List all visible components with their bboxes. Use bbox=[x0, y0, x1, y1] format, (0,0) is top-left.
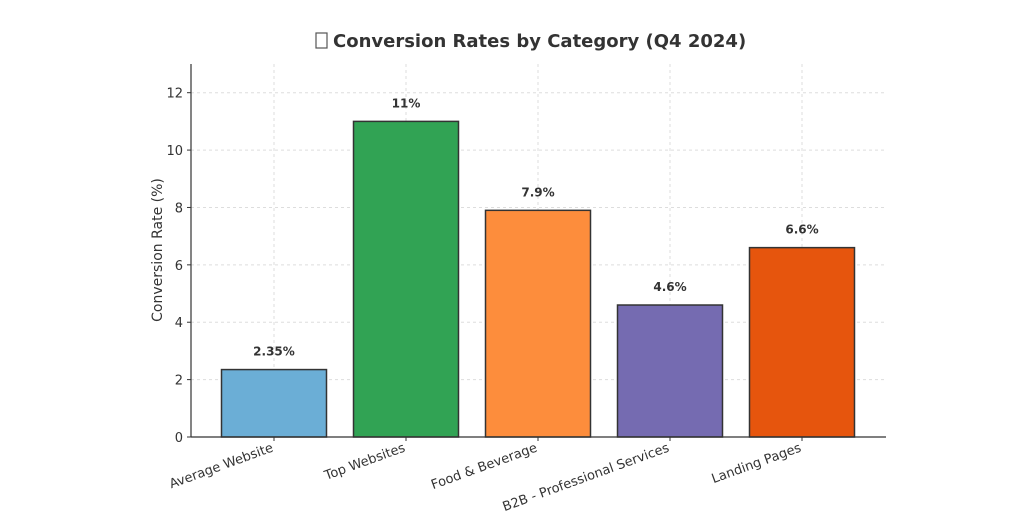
x-tick-label: Food & Beverage bbox=[429, 441, 539, 493]
y-tick-label: 2 bbox=[175, 374, 183, 389]
bar bbox=[748, 246, 856, 438]
x-tick-label: Landing Pages bbox=[710, 441, 804, 487]
bar-data-label: 11% bbox=[392, 96, 421, 110]
x-tick-label: Average Website bbox=[167, 441, 275, 492]
y-tick-label: 4 bbox=[175, 316, 183, 331]
y-tick-label: 0 bbox=[175, 431, 183, 446]
x-tick-label: Top Websites bbox=[322, 441, 408, 484]
bar bbox=[352, 120, 460, 438]
y-tick-label: 10 bbox=[166, 144, 183, 159]
y-tick-label: 6 bbox=[175, 259, 183, 274]
chart-title: Conversion Rates by Category (Q4 2024) bbox=[333, 31, 746, 52]
y-axis-label: Conversion Rate (%) bbox=[150, 178, 166, 322]
title-missing-glyph-icon bbox=[315, 32, 328, 49]
bar bbox=[616, 304, 724, 438]
bar-data-label: 2.35% bbox=[253, 345, 295, 359]
bar-data-label: 4.6% bbox=[653, 280, 686, 294]
bar-data-label: 6.6% bbox=[785, 223, 818, 237]
y-tick-label: 12 bbox=[166, 87, 183, 102]
y-tick-label: 8 bbox=[175, 201, 183, 216]
bar bbox=[484, 209, 592, 438]
bar bbox=[220, 368, 328, 438]
bar-data-label: 7.9% bbox=[521, 185, 554, 199]
